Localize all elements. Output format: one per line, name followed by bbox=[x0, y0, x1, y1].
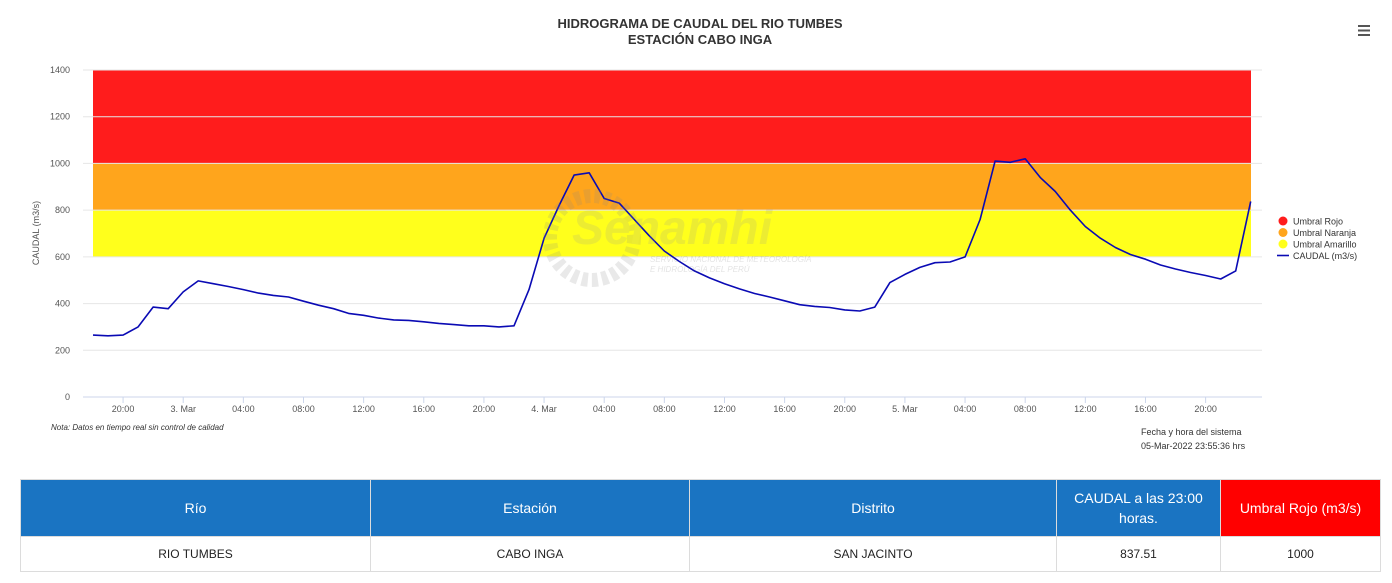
header-cell: Umbral Rojo (m3/s) bbox=[1220, 479, 1381, 537]
x-tick-label: 4. Mar bbox=[531, 404, 557, 414]
watermark-text: Senamhi bbox=[572, 202, 774, 255]
x-tick-label: 20:00 bbox=[1194, 404, 1217, 414]
watermark-caption: E HIDROLOGÍA DEL PERÚ bbox=[650, 265, 750, 274]
x-tick-label: 16:00 bbox=[413, 404, 436, 414]
note: Nota: Datos en tiempo real sin control d… bbox=[51, 423, 224, 432]
system-time-label: Fecha y hora del sistema bbox=[1141, 427, 1242, 437]
chart-title: HIDROGRAMA DE CAUDAL DEL RIO TUMBES bbox=[557, 16, 842, 31]
legend-marker bbox=[1278, 216, 1288, 226]
y-tick-label: 400 bbox=[55, 299, 70, 309]
row: RIO TUMBES CABO INGA SAN JACINTO 837.51 … bbox=[20, 536, 1381, 572]
y-tick-label: 600 bbox=[55, 252, 70, 262]
header-cell: CAUDAL a las 23:00 horas. bbox=[1056, 479, 1221, 537]
watermark-logo bbox=[543, 189, 641, 287]
x-tick-label: 08:00 bbox=[292, 404, 315, 414]
header-cell: Distrito bbox=[689, 479, 1057, 537]
legend-label: Umbral Naranja bbox=[1293, 228, 1356, 238]
x-tick-label: 04:00 bbox=[954, 404, 977, 414]
menu-button[interactable] bbox=[1358, 25, 1370, 36]
x-tick-label: 16:00 bbox=[773, 404, 796, 414]
x-tick-label: 20:00 bbox=[834, 404, 857, 414]
threshold-band bbox=[93, 210, 1251, 257]
legend-label: Umbral Rojo bbox=[1293, 217, 1343, 227]
x-tick-label: 16:00 bbox=[1134, 404, 1157, 414]
system-time: 05-Mar-2022 23:55:36 hrs bbox=[1141, 441, 1246, 451]
cell: SAN JACINTO bbox=[689, 536, 1057, 572]
y-tick-label: 1400 bbox=[50, 65, 70, 75]
x-tick-label: 12:00 bbox=[1074, 404, 1097, 414]
legend-marker bbox=[1278, 239, 1288, 249]
threshold-band bbox=[93, 163, 1251, 211]
y-tick-label: 1000 bbox=[50, 158, 70, 168]
y-tick-label: 200 bbox=[55, 345, 70, 355]
x-tick-label: 20:00 bbox=[473, 404, 496, 414]
legend-label: Umbral Amarillo bbox=[1293, 240, 1357, 250]
y-tick-label: 1200 bbox=[50, 112, 70, 122]
x-tick-label: 12:00 bbox=[352, 404, 375, 414]
data-line bbox=[92, 158, 1252, 337]
y-tick-label: 800 bbox=[55, 205, 70, 215]
chart-subtitle: ESTACIÓN CABO INGA bbox=[628, 32, 773, 47]
x-tick-label: 04:00 bbox=[593, 404, 616, 414]
cell: 837.51 bbox=[1056, 536, 1221, 572]
x-tick-label: 08:00 bbox=[653, 404, 676, 414]
chart: HIDROGRAMA DE CAUDAL DEL RIO TUMBES ESTA… bbox=[31, 16, 1370, 451]
cell: RIO TUMBES bbox=[20, 536, 371, 572]
header-row: Río Estación Distrito CAUDAL a las 23:00… bbox=[20, 479, 1381, 537]
header-cell: Estación bbox=[370, 479, 690, 537]
header-cell: Río bbox=[20, 479, 371, 537]
watermark-caption: SERVICIO NACIONAL DE METEOROLOGÍA bbox=[650, 255, 812, 264]
y-axis-label: CAUDAL (m3/s) bbox=[31, 201, 41, 265]
legend-label: CAUDAL (m3/s) bbox=[1293, 251, 1357, 261]
legend-marker bbox=[1278, 228, 1288, 237]
x-tick-label: 12:00 bbox=[713, 404, 736, 414]
y-tick-label: 0 bbox=[65, 392, 70, 402]
x-tick-label: 04:00 bbox=[232, 404, 255, 414]
info-table: Río Estación Distrito CAUDAL a las 23:00… bbox=[20, 479, 1381, 572]
x-tick-label: 5. Mar bbox=[892, 404, 918, 414]
x-tick-label: 20:00 bbox=[112, 404, 135, 414]
x-tick-label: 08:00 bbox=[1014, 404, 1037, 414]
x-tick-label: 3. Mar bbox=[170, 404, 196, 414]
cell: 1000 bbox=[1220, 536, 1381, 572]
cell: CABO INGA bbox=[370, 536, 690, 572]
